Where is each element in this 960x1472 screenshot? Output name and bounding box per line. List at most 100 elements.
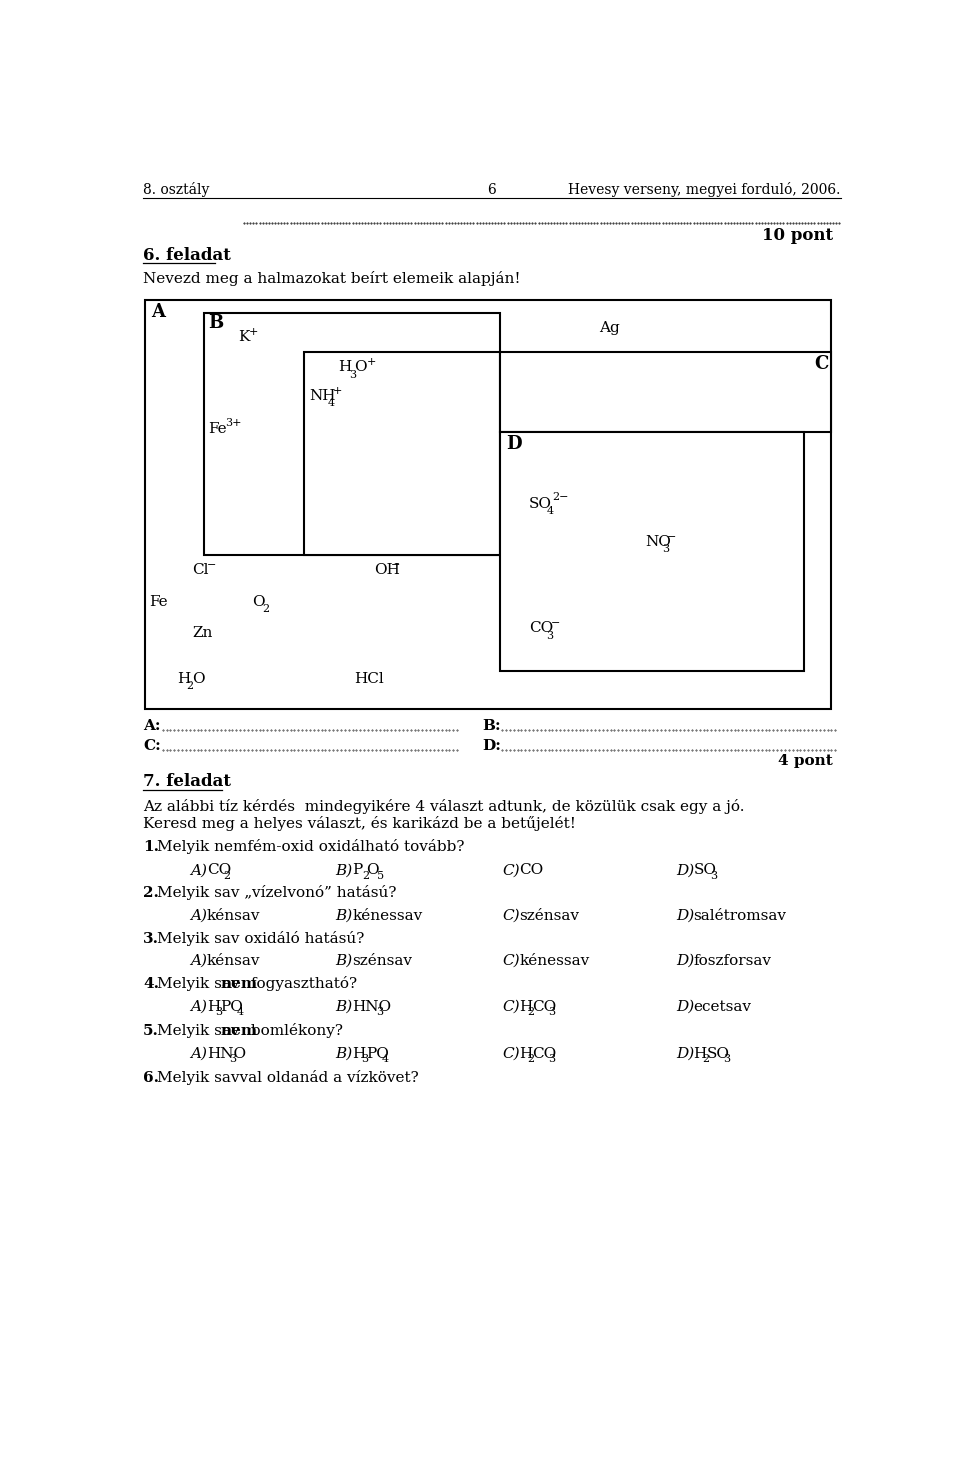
Text: 5.: 5.: [143, 1025, 159, 1038]
Text: Melyik sav oxidáló hatású?: Melyik sav oxidáló hatású?: [157, 930, 365, 946]
Text: 1.: 1.: [143, 841, 159, 854]
Text: H: H: [339, 361, 351, 374]
Text: D:: D:: [483, 739, 501, 752]
Text: Zn: Zn: [192, 626, 212, 640]
Bar: [304, 352, 500, 555]
Text: A:: A:: [143, 718, 160, 733]
Text: 4: 4: [327, 397, 335, 408]
Text: PO: PO: [220, 999, 243, 1014]
Text: fogyasztható?: fogyasztható?: [246, 976, 357, 991]
Text: 4: 4: [547, 506, 554, 515]
Text: −: −: [551, 618, 561, 629]
Text: H: H: [352, 1047, 366, 1060]
Text: K: K: [238, 330, 250, 343]
Bar: [500, 433, 804, 671]
Text: 2: 2: [702, 1054, 709, 1064]
Text: H: H: [519, 999, 533, 1014]
Text: B): B): [335, 1047, 352, 1060]
Text: 5: 5: [376, 871, 384, 880]
Text: D): D): [677, 908, 695, 923]
Text: foszforsav: foszforsav: [693, 954, 772, 969]
Text: 3+: 3+: [225, 418, 241, 428]
Text: 4: 4: [236, 1007, 244, 1017]
Text: Fe: Fe: [150, 595, 168, 609]
Text: 2−: 2−: [552, 492, 569, 502]
Text: 3: 3: [375, 1007, 383, 1017]
Text: 3.: 3.: [143, 932, 159, 946]
Text: 10 pont: 10 pont: [762, 227, 833, 244]
Text: A): A): [190, 863, 206, 877]
Text: B): B): [335, 954, 352, 969]
Text: 2: 2: [528, 1054, 535, 1064]
Text: SO: SO: [707, 1047, 730, 1060]
Text: Melyik sav „vízelvonó” hatású?: Melyik sav „vízelvonó” hatású?: [157, 885, 396, 901]
Text: 2: 2: [362, 871, 369, 880]
Text: 3: 3: [662, 545, 670, 555]
Text: −: −: [392, 559, 400, 570]
Text: D): D): [677, 999, 695, 1014]
Text: 3: 3: [548, 1007, 556, 1017]
Text: 3: 3: [546, 630, 553, 640]
Text: NO: NO: [645, 536, 671, 549]
Text: Keresd meg a helyes választ, és karikázd be a betűjelét!: Keresd meg a helyes választ, és karikázd…: [143, 815, 576, 832]
Text: ecetsav: ecetsav: [693, 999, 752, 1014]
Text: HNO: HNO: [206, 1047, 246, 1060]
Text: P: P: [352, 863, 363, 877]
Text: Melyik sav: Melyik sav: [157, 977, 245, 991]
Text: bomlékony?: bomlékony?: [246, 1023, 343, 1038]
Text: 2: 2: [223, 871, 230, 880]
Text: O: O: [252, 595, 264, 609]
Text: −: −: [667, 531, 677, 542]
Text: C): C): [502, 863, 519, 877]
Text: H: H: [693, 1047, 707, 1060]
Text: Melyik sav: Melyik sav: [157, 1025, 245, 1038]
Text: 3: 3: [215, 1007, 223, 1017]
Text: A): A): [190, 908, 206, 923]
Text: Ag: Ag: [599, 321, 620, 336]
Text: 7. feladat: 7. feladat: [143, 773, 231, 790]
Text: Melyik savval oldanád a vízkövet?: Melyik savval oldanád a vízkövet?: [157, 1070, 419, 1085]
Text: +: +: [333, 386, 343, 396]
Text: B): B): [335, 908, 352, 923]
Text: CO: CO: [532, 999, 557, 1014]
Text: 6. feladat: 6. feladat: [143, 247, 231, 263]
Text: H: H: [178, 673, 191, 686]
Text: C: C: [814, 355, 828, 372]
Text: HNO: HNO: [352, 999, 392, 1014]
Text: SO: SO: [693, 863, 716, 877]
Text: 3: 3: [548, 1054, 556, 1064]
Text: A): A): [190, 999, 206, 1014]
Text: B:: B:: [483, 718, 501, 733]
Text: nem: nem: [221, 1025, 258, 1038]
Text: O: O: [354, 361, 367, 374]
Text: salétromsav: salétromsav: [693, 908, 786, 923]
Text: D): D): [677, 954, 695, 969]
Bar: [204, 314, 500, 555]
Text: kénsav: kénsav: [206, 954, 260, 969]
Text: PO: PO: [366, 1047, 389, 1060]
Text: B: B: [208, 315, 224, 333]
Bar: [145, 300, 831, 710]
Text: −: −: [206, 559, 216, 570]
Text: kénessav: kénessav: [352, 908, 422, 923]
Text: 4.: 4.: [143, 977, 159, 991]
Text: C): C): [502, 1047, 519, 1060]
Text: C): C): [502, 954, 519, 969]
Text: H: H: [519, 1047, 533, 1060]
Text: A): A): [190, 954, 206, 969]
Text: D: D: [506, 436, 521, 453]
Text: Cl: Cl: [192, 562, 208, 577]
Text: 3: 3: [229, 1054, 236, 1064]
Text: C): C): [502, 999, 519, 1014]
Text: 4: 4: [382, 1054, 389, 1064]
Text: 8. osztály: 8. osztály: [143, 181, 209, 197]
Text: C:: C:: [143, 739, 161, 752]
Text: A): A): [190, 1047, 206, 1060]
Text: NH: NH: [309, 389, 336, 403]
Text: +: +: [367, 358, 375, 368]
Text: kénsav: kénsav: [206, 908, 260, 923]
Text: H: H: [206, 999, 220, 1014]
Text: 6.: 6.: [143, 1072, 159, 1085]
Text: 2: 2: [186, 682, 194, 692]
Text: A: A: [151, 303, 165, 321]
